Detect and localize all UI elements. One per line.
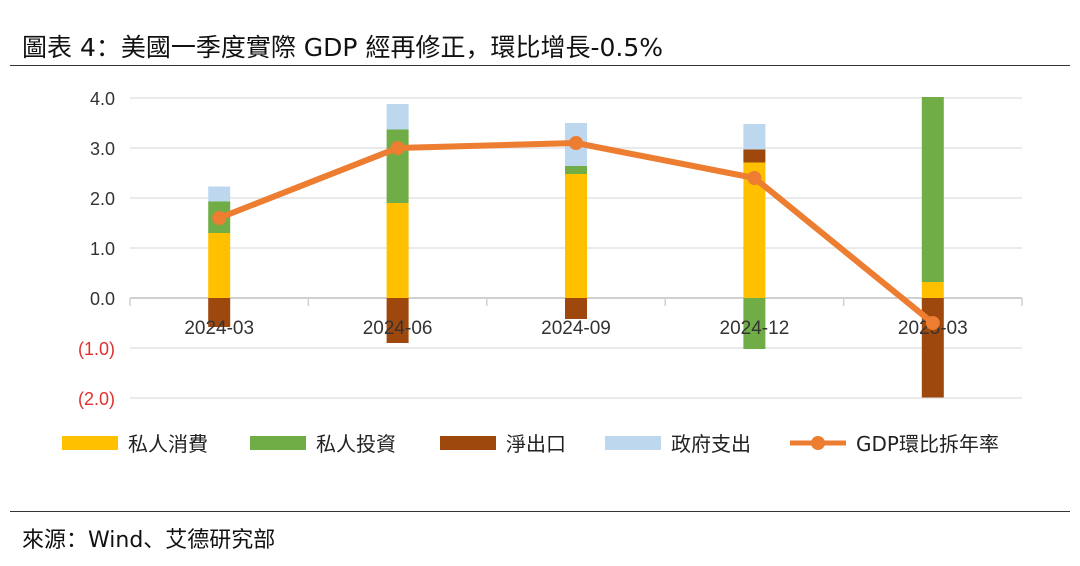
bar-私人消費 — [386, 203, 409, 298]
bar-淨出口 — [565, 298, 587, 319]
legend-label: 私人投資 — [316, 432, 396, 456]
top-divider — [10, 65, 1070, 66]
bar-淨出口 — [386, 298, 409, 343]
y-tick-label: 3.0 — [90, 139, 115, 159]
bar-淨出口 — [208, 298, 231, 327]
legend-label: 政府支出 — [671, 432, 751, 456]
x-tick-label: 2024-09 — [541, 318, 611, 339]
y-tick-label: 2.0 — [90, 189, 115, 209]
bar-政府支出 — [208, 186, 231, 202]
x-tick-label: 2024-06 — [363, 318, 433, 339]
bar-政府支出 — [386, 104, 409, 130]
gdp-point — [569, 136, 583, 150]
gdp-point — [925, 316, 940, 330]
bar-私人消費 — [743, 162, 766, 298]
legend-swatch — [250, 436, 306, 450]
legend-label: 淨出口 — [506, 432, 566, 456]
bar-私人消費 — [208, 233, 231, 298]
bar-私人投資 — [921, 97, 944, 282]
y-tick-label: 4.0 — [90, 89, 115, 109]
source-note: 來源：Wind、艾德研究部 — [22, 528, 276, 553]
bar-私人消費 — [921, 282, 944, 298]
legend-label: 私人消費 — [128, 432, 208, 456]
gdp-point — [212, 211, 227, 225]
y-tick-label: (2.0) — [78, 389, 115, 409]
y-tick-label: 0.0 — [90, 289, 115, 309]
legend-swatch — [605, 436, 661, 450]
bar-私人投資 — [743, 298, 766, 349]
bar-政府支出 — [743, 124, 766, 150]
legend-marker — [811, 436, 825, 450]
bar-私人消費 — [565, 174, 587, 298]
legend-swatch — [62, 436, 118, 450]
bar-私人投資 — [386, 129, 409, 203]
legend-swatch — [440, 436, 496, 450]
gdp-point — [747, 171, 762, 185]
legend-label: GDP環比拆年率 — [856, 432, 999, 456]
figure-title: 圖表 4：美國一季度實際 GDP 經再修正，環比增長-0.5% — [22, 33, 663, 62]
bottom-divider — [10, 511, 1070, 512]
gdp-point — [390, 141, 405, 155]
bar-私人投資 — [565, 166, 587, 174]
y-tick-label: (1.0) — [78, 339, 115, 359]
x-tick-label: 2024-12 — [720, 318, 790, 339]
x-tick-label: 2024-03 — [184, 318, 254, 339]
bar-淨出口 — [743, 149, 766, 163]
y-tick-label: 1.0 — [90, 239, 115, 259]
